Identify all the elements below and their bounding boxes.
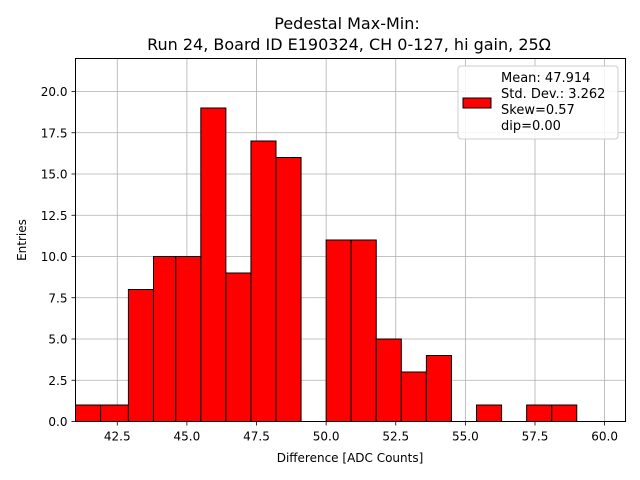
histogram-bar: [250, 140, 277, 422]
x-tick-label: 45.0: [174, 430, 201, 444]
histogram-bar: [526, 404, 553, 422]
histogram-bar: [275, 157, 302, 422]
histogram-bar: [127, 289, 154, 422]
histogram-bar: [400, 371, 427, 422]
legend: Mean: 47.914 Std. Dev.: 3.262 Skew=0.57 …: [457, 65, 619, 140]
x-tick-label: 52.5: [382, 430, 409, 444]
y-tick-label: 20.0: [41, 85, 68, 99]
histogram-bar: [175, 256, 202, 422]
histogram-bar: [551, 404, 578, 422]
x-tick-label: 47.5: [243, 430, 270, 444]
y-axis-label: Entries: [15, 219, 29, 261]
y-axis-ticks: 0.0 2.5 5.0 7.5 10.0 12.5 15.0 17.5 20.0: [41, 85, 76, 429]
legend-line-dip: dip=0.00: [501, 119, 561, 134]
x-tick-label: 55.0: [452, 430, 479, 444]
y-tick-label: 17.5: [41, 126, 68, 140]
x-axis-label: Difference [ADC Counts]: [277, 451, 424, 465]
y-tick-label: 0.0: [48, 415, 67, 429]
histogram-bar: [100, 404, 129, 422]
plot-area: [75, 58, 626, 422]
y-tick-label: 7.5: [48, 291, 67, 305]
x-tick-label: 57.5: [522, 430, 549, 444]
histogram-bar: [375, 338, 402, 422]
legend-line-stddev: Std. Dev.: 3.262: [501, 87, 605, 102]
y-tick-label: 15.0: [41, 168, 68, 182]
legend-line-skew: Skew=0.57: [501, 103, 575, 118]
histogram-bar: [325, 239, 352, 422]
histogram-bar: [476, 404, 503, 422]
legend-swatch: [462, 97, 492, 109]
histogram-bar: [425, 355, 452, 422]
x-axis-ticks: 42.5 45.0 47.5 50.0 52.5 55.0 57.5 60.0: [104, 421, 618, 444]
x-tick-label: 50.0: [313, 430, 340, 444]
y-tick-label: 10.0: [41, 250, 68, 264]
y-tick-label: 2.5: [48, 374, 67, 388]
x-tick-label: 42.5: [104, 430, 131, 444]
chart-title-line2: Run 24, Board ID E190324, CH 0-127, hi g…: [147, 35, 551, 54]
histogram-bar: [75, 404, 102, 422]
legend-line-mean: Mean: 47.914: [501, 71, 590, 86]
legend-box: [457, 65, 619, 140]
chart-title-line1: Pedestal Max-Min:: [274, 14, 420, 33]
x-tick-label: 60.0: [591, 430, 618, 444]
histogram-bar: [350, 239, 377, 422]
y-tick-label: 12.5: [41, 209, 68, 223]
histogram-bar: [225, 272, 252, 422]
y-tick-label: 5.0: [48, 333, 67, 347]
histogram-bar: [200, 107, 227, 422]
histogram-bar: [152, 256, 177, 422]
